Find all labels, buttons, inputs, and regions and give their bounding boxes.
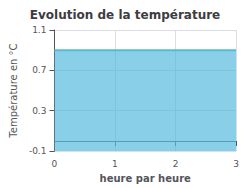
svg-text:0.7: 0.7 [32, 65, 46, 75]
svg-text:heure par heure: heure par heure [100, 173, 191, 184]
svg-text:Température en °C: Température en °C [8, 43, 19, 138]
svg-text:2: 2 [173, 159, 179, 169]
svg-text:3: 3 [233, 159, 239, 169]
svg-text:-0.1: -0.1 [29, 146, 47, 156]
svg-text:1.1: 1.1 [32, 25, 46, 35]
svg-text:Evolution de la température: Evolution de la température [30, 8, 221, 22]
svg-text:1: 1 [112, 159, 118, 169]
svg-text:0.3: 0.3 [32, 106, 46, 116]
svg-text:0: 0 [52, 159, 58, 169]
